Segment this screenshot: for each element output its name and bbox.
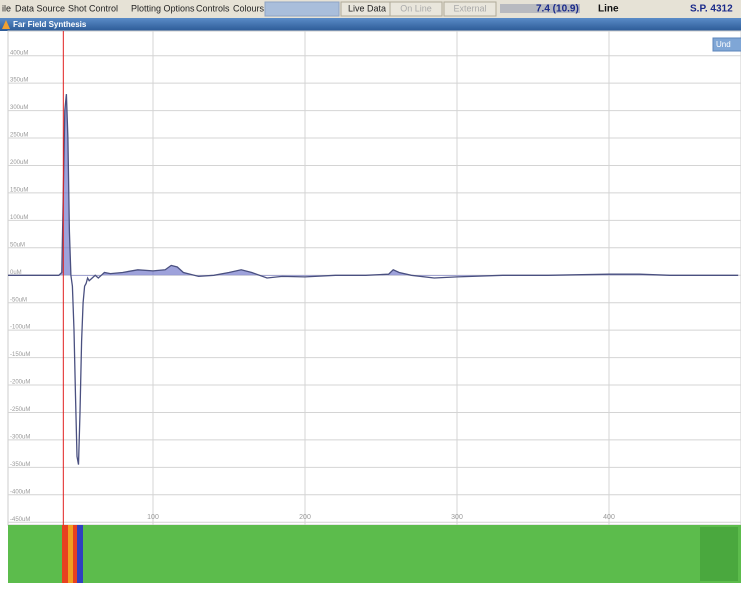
stripe-red [73, 525, 77, 583]
menu-item[interactable]: Controls [196, 3, 230, 13]
y-tick-label: -150uM [10, 352, 30, 358]
x-tick-label: 100 [147, 514, 159, 521]
y-tick-label: 150uM [10, 188, 28, 194]
menu-item[interactable]: Data Source [15, 3, 65, 13]
y-tick-label: 300uM [10, 105, 28, 111]
y-tick-label: -200uM [10, 380, 30, 386]
toolbar-button[interactable] [389, 1, 443, 17]
y-tick-label: 200uM [10, 160, 28, 166]
undo-button[interactable] [712, 37, 741, 52]
y-tick-label: 100uM [10, 215, 28, 221]
info-column [700, 527, 738, 581]
plot-area [7, 30, 741, 526]
menu-item[interactable]: ile [2, 3, 11, 13]
signal-line [8, 94, 739, 465]
y-tick-label: 0uM [10, 270, 22, 276]
toolbar-button-label[interactable]: External [453, 3, 486, 13]
stripe-blue [77, 525, 83, 583]
spectrum-panel [8, 525, 741, 583]
blank-button[interactable] [264, 1, 340, 17]
line-label: Line [598, 4, 619, 15]
blurred-text [500, 4, 580, 13]
stripe-red [62, 525, 68, 583]
y-tick-label: -300uM [10, 435, 30, 441]
shot-point: S.P. 4312 [690, 4, 733, 15]
y-tick-label: 400uM [10, 50, 28, 56]
reading: 7.4 (10.9) [536, 4, 579, 15]
menu-item[interactable]: Shot Control [68, 3, 118, 13]
toolbar-button-label[interactable]: Live Data [348, 3, 386, 13]
y-tick-label: 350uM [10, 78, 28, 84]
y-tick-label: 50uM [10, 242, 25, 248]
toolbar-button-label[interactable]: On Line [400, 3, 432, 13]
x-tick-label: 300 [451, 514, 463, 521]
menu-item[interactable]: Plotting Options [131, 3, 195, 13]
undo-label[interactable]: Und [716, 40, 731, 49]
menu-item[interactable]: Colours [233, 3, 265, 13]
y-tick-label: -400uM [10, 489, 30, 495]
x-tick-label: 400 [603, 514, 615, 521]
y-tick-label: -50uM [10, 297, 27, 303]
app-icon [2, 20, 10, 29]
toolbar-button[interactable] [443, 1, 497, 17]
x-tick-label: 200 [299, 514, 311, 521]
y-tick-label: -450uM [10, 517, 30, 523]
y-tick-label: -100uM [10, 325, 30, 331]
y-tick-label: 250uM [10, 133, 28, 139]
stripe-orange [68, 525, 73, 583]
y-tick-label: -250uM [10, 407, 30, 413]
title-bar [0, 18, 741, 31]
y-tick-label: -350uM [10, 462, 30, 468]
window-title: Far Field Synthesis [13, 20, 87, 29]
